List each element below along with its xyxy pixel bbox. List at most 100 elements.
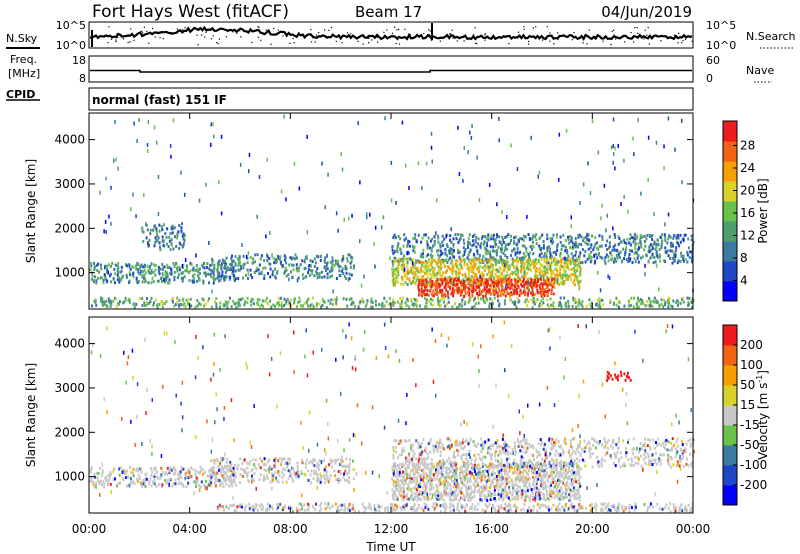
data-cell — [306, 230, 309, 235]
data-cell — [587, 161, 589, 166]
data-cell — [184, 476, 187, 480]
data-cell — [477, 266, 480, 269]
data-cell — [332, 459, 335, 463]
data-cell — [146, 241, 149, 246]
data-cell — [143, 263, 146, 267]
data-cell — [491, 302, 494, 306]
data-cell — [470, 496, 472, 500]
data-cell — [412, 498, 415, 502]
data-cell — [503, 267, 506, 270]
noise-dot — [289, 42, 291, 44]
data-cell — [501, 288, 504, 292]
data-cell — [488, 265, 491, 269]
data-cell — [542, 297, 545, 301]
data-cell — [476, 267, 479, 271]
data-cell — [597, 150, 600, 155]
data-cell — [580, 303, 583, 307]
noise-dot — [203, 26, 205, 28]
data-cell — [464, 464, 467, 468]
data-cell — [150, 269, 153, 272]
noise-dot — [184, 27, 186, 29]
data-cell — [570, 215, 572, 220]
data-cell — [539, 235, 542, 239]
data-cell — [269, 275, 272, 279]
data-cell — [429, 268, 431, 272]
data-cell — [509, 294, 511, 298]
data-cell — [201, 297, 204, 301]
data-cell — [398, 473, 401, 477]
data-cell — [691, 250, 693, 254]
noise-dot — [315, 34, 318, 36]
data-cell — [601, 443, 604, 447]
data-cell — [410, 268, 413, 272]
data-cell — [166, 227, 169, 231]
data-cell — [606, 441, 609, 445]
data-cell — [502, 265, 505, 269]
data-cell — [690, 461, 693, 465]
data-cell — [291, 275, 294, 279]
data-cell — [577, 235, 580, 239]
data-cell — [203, 266, 206, 270]
data-cell — [531, 237, 534, 241]
data-cell — [396, 259, 399, 263]
noise-dot — [456, 40, 458, 42]
data-cell — [546, 233, 549, 237]
data-cell — [95, 303, 98, 307]
data-cell — [250, 303, 253, 307]
data-cell — [625, 447, 628, 450]
data-cell — [149, 232, 152, 236]
data-cell — [516, 264, 519, 268]
data-cell — [475, 465, 478, 469]
data-cell — [393, 250, 396, 254]
data-cell — [525, 298, 528, 302]
data-cell — [435, 448, 438, 451]
data-cell — [455, 272, 458, 276]
data-cell — [270, 467, 273, 471]
data-cell — [91, 304, 93, 308]
data-cell — [565, 277, 568, 281]
data-cell — [181, 222, 183, 226]
data-cell — [221, 273, 224, 277]
data-cell — [668, 298, 671, 302]
data-cell — [572, 255, 574, 259]
data-cell — [682, 297, 685, 300]
data-cell — [577, 275, 579, 278]
data-cell — [421, 236, 424, 240]
data-cell — [178, 266, 181, 270]
noise-dot — [218, 38, 220, 40]
data-cell — [438, 291, 441, 295]
data-cell — [529, 263, 532, 267]
data-cell — [674, 253, 677, 257]
data-cell — [93, 472, 96, 476]
data-cell — [671, 256, 674, 260]
data-cell — [467, 291, 470, 295]
data-cell — [492, 245, 494, 249]
data-cell — [216, 471, 219, 475]
data-cell — [484, 440, 487, 444]
data-cell — [635, 302, 638, 306]
data-cell — [474, 470, 476, 473]
data-cell — [607, 439, 610, 442]
data-cell — [212, 273, 215, 277]
noise-dot — [557, 32, 559, 34]
data-cell — [446, 445, 449, 449]
data-cell — [396, 497, 399, 501]
data-cell — [507, 285, 510, 289]
data-cell — [224, 270, 227, 274]
data-cell — [443, 482, 446, 486]
data-cell — [383, 304, 386, 308]
data-cell — [293, 257, 296, 261]
data-cell — [423, 233, 426, 237]
data-cell — [480, 283, 483, 287]
data-cell — [440, 262, 442, 266]
data-cell — [482, 260, 485, 263]
data-cell — [537, 278, 540, 282]
data-cell — [556, 277, 559, 281]
data-cell — [125, 469, 128, 473]
data-cell — [648, 250, 651, 253]
data-cell — [147, 243, 150, 247]
data-cell — [366, 215, 368, 220]
data-cell — [433, 272, 436, 276]
data-cell — [406, 244, 409, 248]
data-cell — [676, 299, 679, 303]
